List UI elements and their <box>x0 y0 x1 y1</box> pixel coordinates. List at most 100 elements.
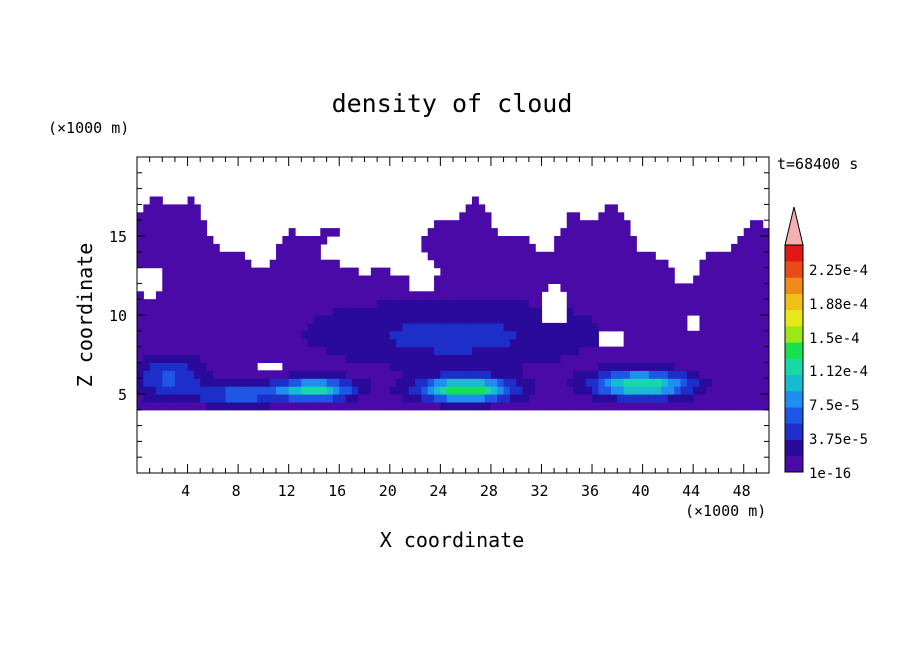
density-cell <box>554 401 562 411</box>
density-cell <box>617 283 625 292</box>
density-cell <box>238 307 246 316</box>
density-cell <box>509 354 517 363</box>
density-cell <box>585 338 593 348</box>
density-cell <box>238 386 246 395</box>
density-cell <box>174 378 182 387</box>
density-cell <box>212 394 220 403</box>
density-cell <box>370 307 378 316</box>
density-cell <box>737 322 745 332</box>
density-cell <box>743 283 751 292</box>
density-cell <box>661 322 669 332</box>
density-cell <box>629 275 637 284</box>
density-cell <box>503 259 511 269</box>
density-cell <box>301 378 309 387</box>
density-cell <box>313 315 321 324</box>
density-cell <box>674 291 682 300</box>
density-cell <box>592 346 599 356</box>
density-cell <box>408 315 416 324</box>
density-cell <box>377 267 385 277</box>
density-cell <box>699 322 707 332</box>
density-cell <box>731 346 738 356</box>
density-cell <box>756 322 764 332</box>
density-cell <box>313 259 321 269</box>
density-cell <box>168 362 176 371</box>
density-cell <box>762 362 769 371</box>
density-cell <box>345 378 353 387</box>
density-cell <box>528 362 536 371</box>
density-cell <box>522 354 530 363</box>
density-cell <box>339 354 347 363</box>
density-cell <box>193 267 201 277</box>
density-cell <box>554 370 562 379</box>
density-cell <box>623 228 631 237</box>
density-cell <box>181 212 189 221</box>
density-cell <box>168 212 176 221</box>
density-cell <box>718 386 726 395</box>
density-cell <box>731 275 738 284</box>
density-cell <box>250 354 258 363</box>
density-cell <box>566 299 574 308</box>
density-cell <box>541 386 549 395</box>
density-cell <box>155 378 163 387</box>
density-cell <box>503 251 511 261</box>
density-cell <box>598 378 606 387</box>
density-cell <box>162 299 170 308</box>
density-cell <box>238 346 246 356</box>
density-cell <box>200 394 208 403</box>
density-cell <box>332 322 340 332</box>
density-cell <box>187 243 195 253</box>
density-cell <box>332 370 340 379</box>
density-cell <box>522 401 530 411</box>
density-cell <box>547 378 555 387</box>
density-cell <box>269 283 277 292</box>
density-cell <box>415 386 422 395</box>
density-cell <box>756 386 764 395</box>
density-cell <box>187 346 195 356</box>
density-cell <box>528 338 536 348</box>
density-cell <box>528 259 536 269</box>
density-cell <box>339 322 347 332</box>
density-cell <box>200 354 208 363</box>
density-cell <box>168 220 176 229</box>
density-cell <box>174 354 182 363</box>
density-cell <box>257 394 264 403</box>
density-cell <box>724 299 732 308</box>
density-cell <box>427 338 435 348</box>
density-cell <box>667 401 675 411</box>
density-cell <box>642 370 650 379</box>
density-cell <box>225 322 233 332</box>
density-cell <box>642 378 650 387</box>
density-cell <box>693 386 701 395</box>
density-cell <box>326 307 334 316</box>
density-cell <box>731 394 738 403</box>
density-cell <box>389 299 397 308</box>
density-cell <box>282 330 290 340</box>
density-cell <box>503 275 511 284</box>
density-cell <box>244 394 252 403</box>
density-cell <box>686 386 694 395</box>
density-cell <box>642 362 650 371</box>
density-cell <box>497 267 505 277</box>
density-cell <box>143 386 151 395</box>
density-cell <box>269 291 277 300</box>
density-cell <box>731 370 738 379</box>
density-cell <box>756 267 764 277</box>
density-cell <box>737 394 745 403</box>
x-unit-label: (×1000 m) <box>685 502 766 520</box>
density-cell <box>737 386 745 395</box>
density-cell <box>402 330 410 340</box>
density-cell <box>655 315 663 324</box>
density-cell <box>636 275 644 284</box>
density-cell <box>231 291 239 300</box>
density-cell <box>345 386 353 395</box>
density-cell <box>187 275 195 284</box>
density-cell <box>225 370 233 379</box>
density-cell <box>762 354 769 363</box>
density-cell <box>490 346 498 356</box>
density-cell <box>724 307 732 316</box>
density-cell <box>585 275 593 284</box>
density-cell <box>339 330 347 340</box>
density-cell <box>339 283 347 292</box>
density-cell <box>389 291 397 300</box>
density-cell <box>642 322 650 332</box>
